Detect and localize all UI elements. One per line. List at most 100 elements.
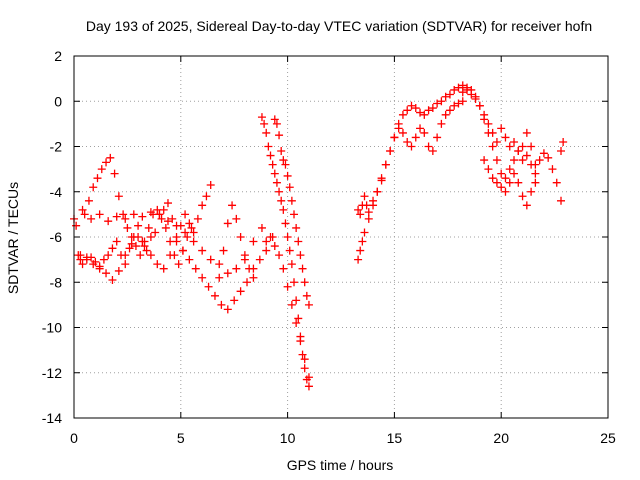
data-point [454,83,463,92]
data-point [428,147,437,156]
data-point [522,151,531,160]
data-point [407,101,416,110]
data-point [539,149,548,158]
series-track-a [70,180,215,271]
data-point [268,160,277,169]
data-point [193,214,202,223]
data-point [114,192,123,201]
data-point [510,169,519,178]
data-point [454,99,463,108]
data-point [292,296,301,305]
data-point [287,196,296,205]
data-point [257,113,266,122]
chart-title: Day 193 of 2025, Sidereal Day-to-day VTE… [86,18,592,34]
data-point [223,219,232,228]
series-track-g [270,115,313,309]
data-point [121,214,130,223]
data-point [262,246,271,255]
data-point [294,314,303,323]
data-point [138,212,147,221]
y-tick-label: 2 [54,48,62,64]
data-point [488,142,497,151]
data-point [287,260,296,269]
data-point [166,251,175,260]
data-point [136,251,145,260]
data-point [262,237,271,246]
data-point [437,97,446,106]
data-point [501,133,510,142]
data-point [277,196,286,205]
data-point [292,223,301,232]
data-point [294,237,303,246]
data-point [480,156,489,165]
series-track-e [215,201,258,282]
data-point [82,253,91,262]
data-point [354,255,363,264]
data-point [198,246,207,255]
data-point [272,178,281,187]
data-point [104,217,113,226]
data-point [304,373,313,382]
data-point [285,246,294,255]
data-point [450,85,459,94]
data-point [228,201,237,210]
data-point [420,128,429,137]
data-point [283,171,292,180]
data-point [104,251,113,260]
data-point [302,291,311,300]
data-point [416,124,425,133]
data-point [87,214,96,223]
data-point [270,242,279,251]
series-track-j [354,97,467,264]
data-point [97,165,106,174]
data-point [198,201,207,210]
data-point [559,137,568,146]
data-point [285,183,294,192]
data-point [157,214,166,223]
data-point [215,273,224,282]
series-layer [70,81,568,391]
data-point [270,169,279,178]
data-point [458,97,467,106]
data-point [403,137,412,146]
data-point [287,300,296,309]
data-point [441,92,450,101]
data-point [290,210,299,219]
y-tick-label: -2 [50,139,63,155]
data-point [99,255,108,264]
data-point [255,255,264,264]
data-point [298,264,307,273]
data-point [522,201,531,210]
data-point [206,180,215,189]
data-point [266,233,275,241]
data-point [78,205,87,214]
data-point [121,260,130,269]
data-point [151,228,160,237]
data-point [356,246,365,255]
series-track-d [78,205,266,278]
data-point [223,269,232,278]
data-point [437,119,446,128]
data-point [140,242,149,251]
series-track-k [458,83,566,205]
data-point [381,160,390,169]
data-point [232,214,241,223]
data-point [497,124,506,133]
x-tick-label: 15 [387,430,403,446]
data-point [189,237,198,246]
series-track-f [257,113,313,391]
data-point [552,178,561,187]
data-point [93,174,102,183]
data-point [189,228,198,237]
data-point [510,137,519,146]
data-point [72,221,81,230]
data-point [181,228,190,237]
data-point [106,153,115,162]
data-point [377,174,386,183]
data-point [275,131,284,140]
data-point [304,382,313,391]
data-point [134,233,143,241]
data-point [548,165,557,174]
data-point [275,251,284,260]
